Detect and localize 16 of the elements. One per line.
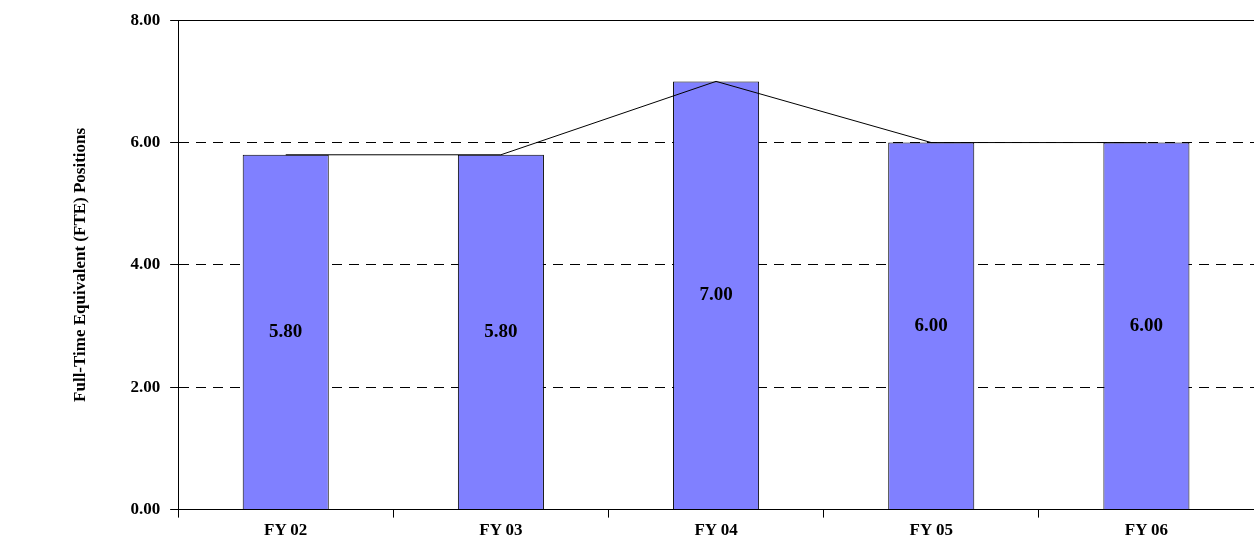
y-axis-title: Full-Time Equivalent (FTE) Positions — [69, 127, 89, 402]
x-tick-label: FY 04 — [694, 520, 739, 540]
data-label: 5.80 — [484, 319, 518, 341]
data-label: 5.80 — [269, 319, 303, 341]
x-tick-label: FY 02 — [264, 520, 308, 540]
y-tick-label: 0.00 — [130, 498, 161, 518]
data-label: 6.00 — [914, 313, 948, 335]
data-label: 7.00 — [699, 283, 733, 305]
y-tick-label: 8.00 — [130, 9, 161, 29]
x-tick-label: FY 03 — [479, 520, 523, 540]
data-label: 6.00 — [1129, 313, 1164, 335]
y-tick-label: 6.00 — [130, 131, 161, 151]
y-tick-label: 2.00 — [130, 376, 161, 396]
x-tick-label: FY 06 — [1124, 520, 1169, 540]
y-tick-label: 4.00 — [130, 254, 161, 274]
x-tick-label: FY 05 — [909, 520, 953, 540]
